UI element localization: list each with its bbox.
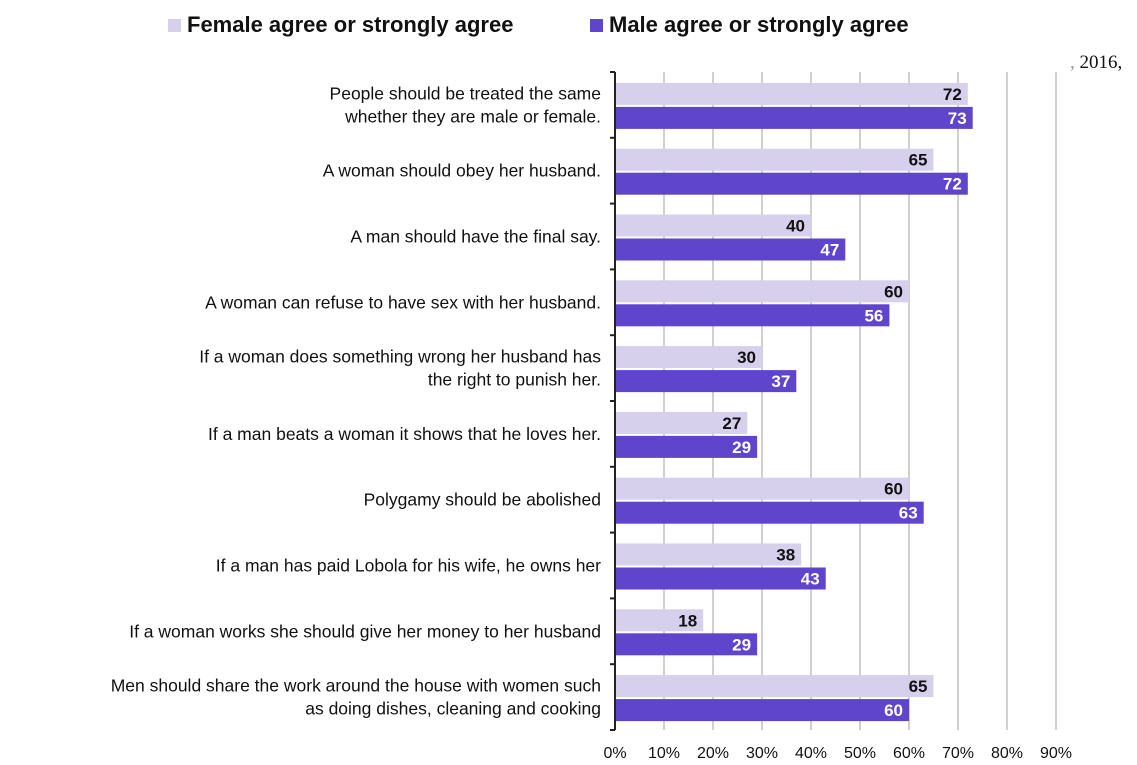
bar-male <box>615 370 797 393</box>
x-tick-label: 70% <box>942 745 974 762</box>
x-tick-label: 80% <box>991 745 1023 762</box>
x-tick-label: 20% <box>697 745 729 762</box>
legend-label-male: Male agree or strongly agree <box>609 12 909 37</box>
data-label-male: 72 <box>943 175 962 194</box>
data-label-female: 60 <box>884 480 903 499</box>
category-label: People should be treated the same <box>330 83 601 103</box>
category-label: the right to punish her. <box>428 370 601 390</box>
data-label-female: 65 <box>909 677 928 696</box>
category-label: Men should share the work around the hou… <box>111 676 601 696</box>
data-label-male: 29 <box>732 635 751 654</box>
data-label-male: 47 <box>820 241 839 260</box>
bar-female <box>615 214 811 237</box>
category-label: as doing dishes, cleaning and cooking <box>305 699 601 719</box>
data-label-female: 60 <box>884 282 903 301</box>
category-label: If a man has paid Lobola for his wife, h… <box>216 556 601 576</box>
bar-male <box>615 172 968 195</box>
data-label-male: 60 <box>884 701 903 720</box>
bar-female <box>615 543 802 566</box>
data-label-male: 63 <box>899 504 918 523</box>
category-label: If a woman does something wrong her husb… <box>199 347 601 367</box>
legend-swatch-female <box>168 18 181 32</box>
data-label-female: 27 <box>722 414 741 433</box>
data-label-female: 38 <box>776 546 795 565</box>
bar-female <box>615 609 704 632</box>
bar-male <box>615 699 909 722</box>
data-label-female: 72 <box>943 85 962 104</box>
bar-female <box>615 411 748 434</box>
legend-item-female: Female agree or strongly agree <box>168 12 513 38</box>
x-tick-label: 90% <box>1040 745 1072 762</box>
bar-male <box>615 633 758 656</box>
x-tick-label: 0% <box>603 745 626 762</box>
category-label: whether they are male or female. <box>344 106 601 126</box>
bar-male <box>615 501 924 524</box>
bar-male <box>615 435 758 458</box>
legend-label-female: Female agree or strongly agree <box>187 12 514 37</box>
data-label-female: 40 <box>786 217 805 236</box>
bar-female <box>615 280 909 303</box>
category-label: Polygamy should be abolished <box>364 490 601 510</box>
bar-female <box>615 82 968 105</box>
x-tick-label: 60% <box>893 745 925 762</box>
x-tick-label: 30% <box>746 745 778 762</box>
bar-female <box>615 477 909 500</box>
category-label: If a woman works she should give her mon… <box>129 621 601 641</box>
data-label-female: 30 <box>737 348 756 367</box>
data-label-male: 43 <box>801 570 820 589</box>
legend-item-male: Male agree or strongly agree <box>590 12 909 38</box>
stray-text-value: 2016, <box>1079 52 1123 73</box>
x-tick-label: 40% <box>795 745 827 762</box>
data-label-male: 56 <box>864 306 883 325</box>
bar-male <box>615 238 846 261</box>
legend-swatch-male <box>590 18 603 32</box>
bar-female <box>615 346 762 369</box>
x-tick-label: 50% <box>844 745 876 762</box>
category-label: A woman can refuse to have sex with her … <box>205 292 601 312</box>
stray-text: , 2016, <box>1070 52 1123 73</box>
bar-female <box>615 148 934 171</box>
category-label: A woman should obey her husband. <box>323 161 601 181</box>
category-label: A man should have the final say. <box>350 227 601 247</box>
bar-male <box>615 567 826 590</box>
data-label-male: 37 <box>771 372 790 391</box>
category-label: If a man beats a woman it shows that he … <box>208 424 601 444</box>
bar-female <box>615 675 934 698</box>
data-label-male: 29 <box>732 438 751 457</box>
data-label-female: 18 <box>678 611 697 630</box>
bar-male <box>615 304 890 327</box>
x-tick-label: 10% <box>648 745 680 762</box>
data-label-female: 65 <box>909 151 928 170</box>
data-label-male: 73 <box>948 109 967 128</box>
bar-male <box>615 106 973 129</box>
